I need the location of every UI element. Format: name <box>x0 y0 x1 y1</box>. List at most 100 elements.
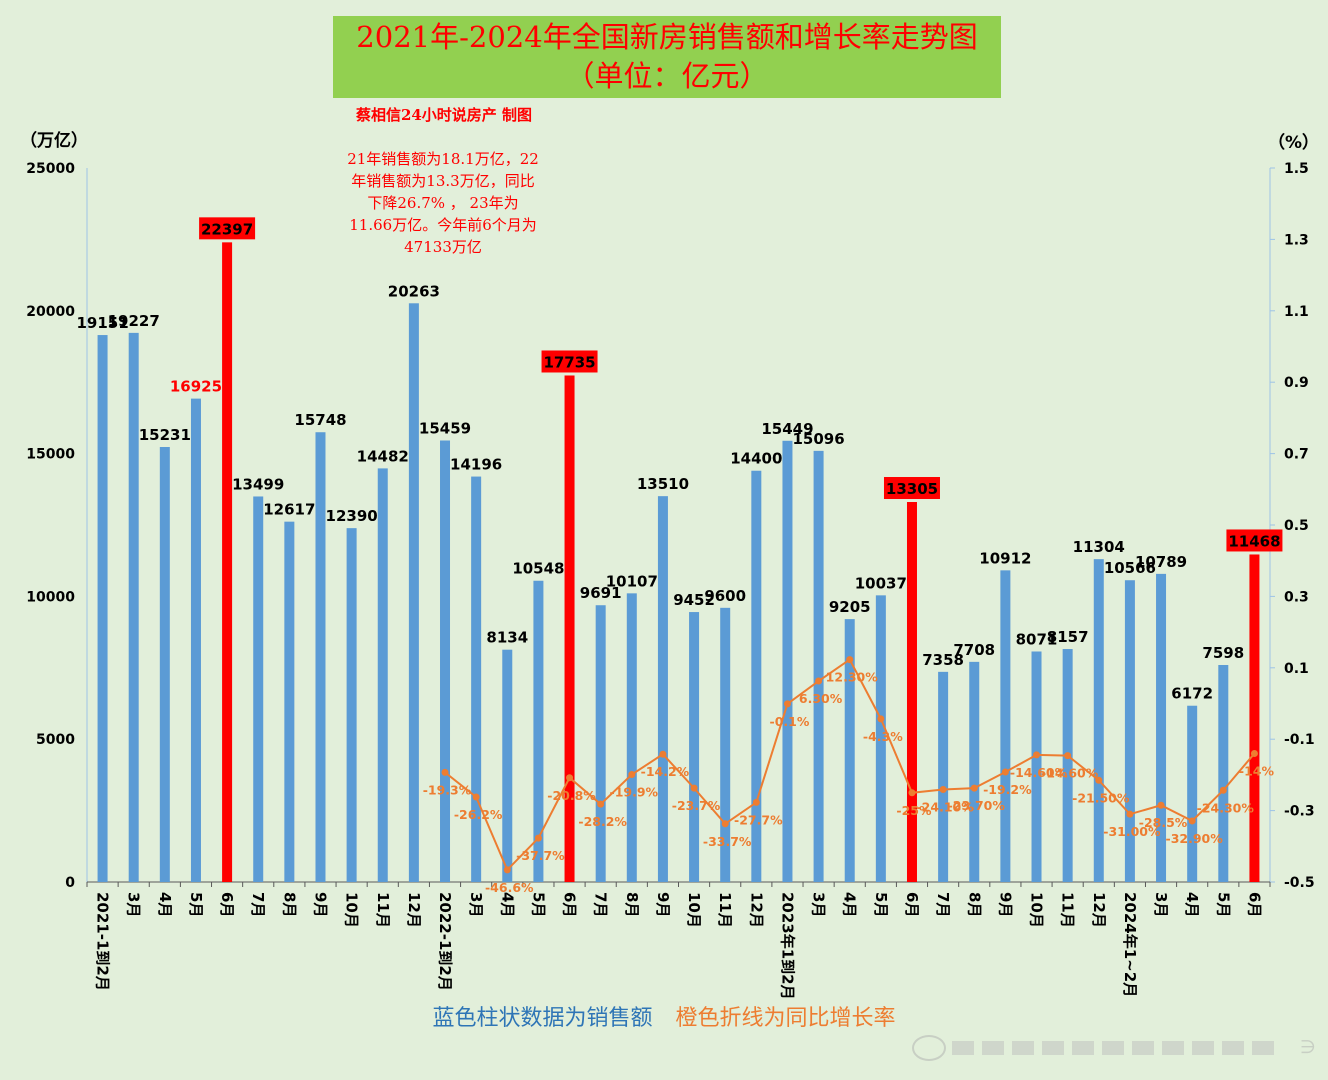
bar-value-label: 9205 <box>829 598 871 616</box>
category-label: 9月 <box>654 892 672 917</box>
growth-rate-series: -19.3% -26.2% -46.6% -37.7% -20.8% -28.2% -19.… <box>423 656 1274 895</box>
growth-point <box>1126 810 1134 818</box>
growth-point <box>628 771 636 779</box>
growth-point <box>783 700 791 708</box>
title-box: 2021年-2024年全国新房销售额和增长率走势图 （单位：亿元） <box>333 16 1001 98</box>
growth-label: -23.7% <box>672 798 721 813</box>
growth-point <box>846 656 854 664</box>
chart-annotation: 21年销售额为18.1万亿，22 年销售额为13.3万亿，同比 下降26.7% … <box>318 148 568 258</box>
bar <box>564 375 575 882</box>
bar <box>844 619 855 882</box>
bar-value-label: 13499 <box>232 475 284 493</box>
right-axis-tick-label: -0.5 <box>1284 875 1315 891</box>
right-axis-tick-label: 1.3 <box>1284 232 1309 248</box>
bar <box>284 521 295 882</box>
bar <box>875 595 886 882</box>
legend-line-entry: 橙色折线为同比增长率 <box>675 1006 896 1031</box>
right-axis-tick-label: -0.3 <box>1284 804 1315 820</box>
highlight-label-box <box>199 217 256 240</box>
bar-value-label: 17735 <box>543 353 595 371</box>
bar-value-label: 12617 <box>263 501 315 519</box>
growth-label: -32.90% <box>1166 831 1224 846</box>
bar <box>906 502 917 882</box>
bar <box>1218 665 1229 882</box>
bar <box>751 470 762 882</box>
annotation-line: 21年销售额为18.1万亿，22 <box>347 150 539 168</box>
category-label: 12月 <box>1090 892 1108 928</box>
bar-value-label: 11304 <box>1073 538 1125 556</box>
growth-point <box>503 866 511 874</box>
watermark-glyph: ∋ <box>1300 1037 1316 1058</box>
right-axis-unit: （%） <box>1268 132 1319 153</box>
growth-label: -14.2% <box>641 764 690 779</box>
bar <box>159 447 170 882</box>
growth-label: -24.30% <box>1197 800 1255 815</box>
chart-subtitle: （单位：亿元） <box>565 59 769 93</box>
bar-value-label: 19227 <box>108 312 160 330</box>
bar <box>1187 705 1198 882</box>
growth-point <box>1033 751 1041 759</box>
highlight-label-box <box>1226 529 1283 552</box>
growth-point <box>752 798 760 806</box>
x-axis-category-labels: 2021-1到2月 3月 4月 5月 6月 7月 8月 9月 10月 11月 12月 2022-1到2… <box>94 892 1264 1000</box>
bar <box>1156 573 1167 882</box>
right-axis-tick-label: 0.3 <box>1284 589 1309 605</box>
bar <box>502 649 513 882</box>
left-axis-tick-label: 15000 <box>26 447 75 463</box>
category-label: 4月 <box>498 892 516 917</box>
category-label: 2021-1到2月 <box>94 892 112 991</box>
growth-point <box>1064 752 1072 760</box>
growth-label: -33.7% <box>703 834 752 849</box>
bar-value-label: 14196 <box>450 456 502 474</box>
bar-value-label: 7598 <box>1202 644 1244 662</box>
growth-point <box>1157 801 1165 809</box>
category-label: 9月 <box>996 892 1014 917</box>
growth-point <box>970 784 978 792</box>
growth-label: -21.50% <box>1072 790 1130 805</box>
category-label: 8月 <box>280 892 298 917</box>
bar-value-label: 8157 <box>1047 628 1089 646</box>
category-label: 11月 <box>1059 892 1077 928</box>
bar <box>97 335 108 882</box>
growth-label: -23.70% <box>948 798 1006 813</box>
category-label: 7月 <box>934 892 952 917</box>
category-label: 12月 <box>747 892 765 928</box>
growth-label: -31.00% <box>1103 824 1161 839</box>
bar <box>1000 570 1011 882</box>
growth-label: -26.2% <box>454 807 503 822</box>
bar <box>626 593 637 882</box>
bar-value-label: 20263 <box>388 282 440 300</box>
category-label: 3月 <box>467 892 485 917</box>
left-axis-tick-label: 25000 <box>26 161 75 177</box>
growth-label: -14.60% <box>1010 765 1068 780</box>
category-label: 10月 <box>1028 892 1046 928</box>
right-axis-tick-label: 0.9 <box>1284 375 1309 391</box>
bar <box>657 496 668 882</box>
bar-value-label: 22397 <box>201 220 253 238</box>
bar-value-label: 15748 <box>294 411 346 429</box>
growth-point <box>441 768 449 776</box>
category-label: 11月 <box>374 892 392 928</box>
annotation-line: 年销售额为13.3万亿，同比 <box>351 172 535 190</box>
growth-point <box>1219 786 1227 794</box>
bar-value-label: 8134 <box>486 629 528 647</box>
left-axis-tick-label: 5000 <box>36 732 75 748</box>
growth-label: -19.3% <box>423 782 472 797</box>
bar-series <box>97 242 1260 883</box>
bar-value-label: 15231 <box>139 426 191 444</box>
category-label: 6月 <box>1245 892 1263 917</box>
growth-point <box>534 834 542 842</box>
bar <box>315 432 326 882</box>
highlight-label-box <box>541 350 598 373</box>
growth-point <box>877 715 885 723</box>
chart-credit: 蔡相信24小时说房产 制图 <box>355 106 533 124</box>
bar <box>377 468 388 882</box>
growth-label: -37.7% <box>516 848 565 863</box>
growth-point <box>721 820 729 828</box>
bar <box>782 440 793 882</box>
bar-value-label: 13510 <box>637 475 689 493</box>
growth-point <box>1095 776 1103 784</box>
left-axis-unit: （万亿） <box>20 130 88 151</box>
growth-label: -19.9% <box>610 785 659 800</box>
category-label: 8月 <box>965 892 983 917</box>
